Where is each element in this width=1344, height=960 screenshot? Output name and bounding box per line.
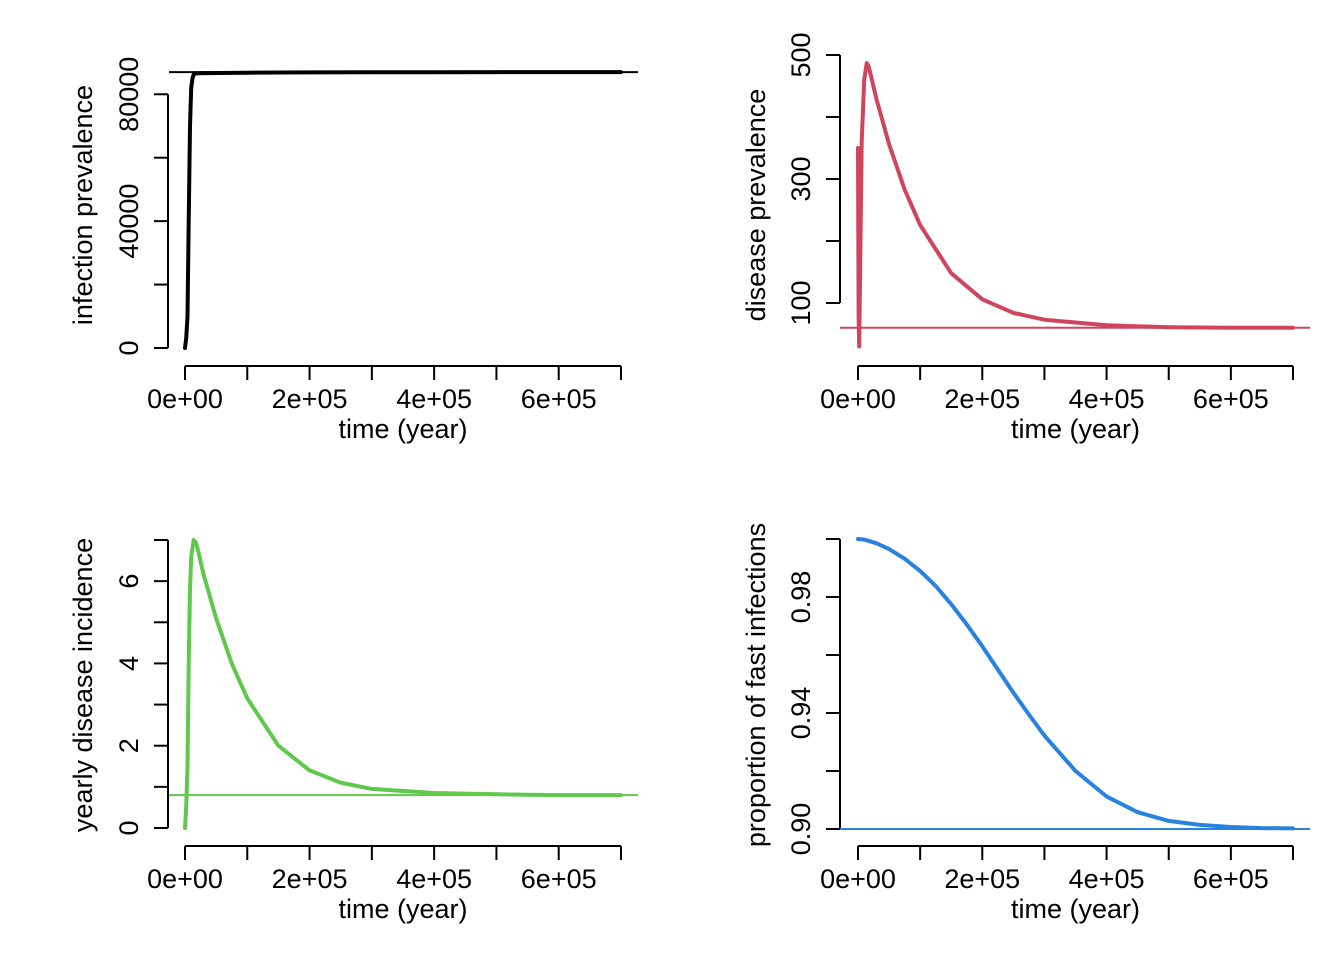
x-tick-label: 6e+05 (521, 864, 597, 894)
x-tick-label: 6e+05 (1193, 864, 1269, 894)
y-tick-label: 0.94 (786, 687, 816, 740)
panel-2: 0e+00 2e+05 4e+05 6e+05 100 300 500 time (year)… (741, 32, 1310, 444)
y-tick-label: 6 (114, 574, 144, 589)
y-tick-label: 500 (786, 32, 816, 77)
x-axis-label: time (year) (338, 414, 467, 444)
x-axis-label: time (year) (1011, 414, 1140, 444)
y-tick-label: 40000 (114, 184, 144, 259)
series-line (183, 538, 623, 830)
series-line (183, 70, 623, 350)
x-tick-label: 4e+05 (1069, 864, 1145, 894)
x-tick-label: 4e+05 (396, 384, 472, 414)
x-tick-label: 2e+05 (944, 384, 1020, 414)
x-tick-label: 4e+05 (396, 864, 472, 894)
y-axis-label: disease prevalence (741, 89, 771, 322)
y-axis-label: yearly disease incidence (68, 538, 98, 832)
x-tick-label: 0e+00 (147, 384, 223, 414)
x-tick-label: 2e+05 (944, 864, 1020, 894)
y-tick-label: 0.90 (786, 803, 816, 856)
x-tick-label: 2e+05 (272, 864, 348, 894)
y-tick-label: 0.98 (786, 571, 816, 624)
y-axis-label: proportion of fast infections (741, 523, 771, 847)
y-tick-label: 2 (114, 738, 144, 753)
series-line (856, 61, 1295, 349)
series-line (856, 537, 1295, 831)
y-tick-label: 100 (786, 280, 816, 325)
x-tick-label: 2e+05 (272, 384, 348, 414)
x-tick-label: 6e+05 (521, 384, 597, 414)
x-axis-label: time (year) (338, 894, 467, 924)
x-tick-label: 4e+05 (1069, 384, 1145, 414)
x-tick-label: 0e+00 (820, 384, 896, 414)
panel-3: 0e+00 2e+05 4e+05 6e+05 0 2 4 6 time (year) yearl… (68, 538, 638, 924)
x-axis-label: time (year) (1011, 894, 1140, 924)
x-tick-label: 6e+05 (1193, 384, 1269, 414)
y-tick-label: 300 (786, 156, 816, 201)
panel-1: 0e+00 2e+05 4e+05 6e+05 0 40000 80000 time (yea… (68, 57, 638, 444)
y-tick-label: 4 (114, 656, 144, 671)
x-tick-label: 0e+00 (147, 864, 223, 894)
y-tick-label: 80000 (114, 57, 144, 132)
y-tick-label: 0 (114, 340, 144, 355)
x-tick-label: 0e+00 (820, 864, 896, 894)
panel-4: 0e+00 2e+05 4e+05 6e+05 0.90 0.94 0.98 time (ye… (741, 523, 1310, 924)
y-axis-label: infection prevalence (68, 85, 98, 325)
y-tick-label: 0 (114, 820, 144, 835)
